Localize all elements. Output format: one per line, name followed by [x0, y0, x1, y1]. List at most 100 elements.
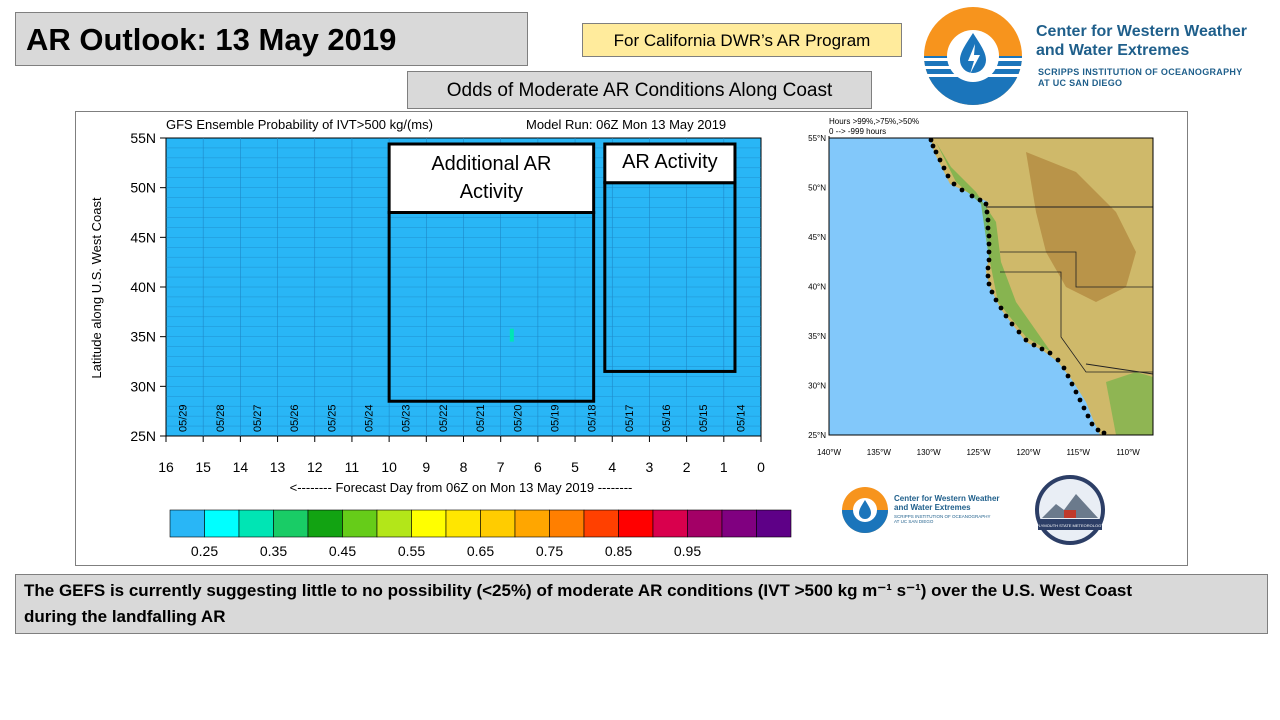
annotation-label: Activity [460, 181, 523, 203]
map-lat-label: 35°N [808, 332, 826, 341]
map-lat-label: 40°N [808, 283, 826, 292]
colorbar-swatch [273, 509, 309, 538]
summary-text: The GEFS is currently suggesting little … [15, 574, 1268, 634]
colorbar-swatch [376, 509, 412, 538]
x-tick-label: 16 [158, 459, 174, 475]
y-tick-label: 50N [130, 180, 156, 196]
summary-line1: The GEFS is currently suggesting little … [24, 581, 1133, 600]
colorbar-label: 0.35 [260, 543, 287, 559]
date-label: 05/21 [475, 404, 487, 432]
colorbar-swatch [756, 509, 792, 538]
colorbar-label: 0.95 [674, 543, 701, 559]
date-label: 05/27 [252, 404, 264, 432]
colorbar-swatch [411, 509, 447, 538]
date-label: 05/26 [289, 404, 301, 432]
org-name-line2: and Water Extremes [1036, 42, 1190, 59]
map-lat-label: 45°N [808, 233, 826, 242]
coast-point [986, 249, 992, 255]
org-name: Center for Western Weather and Water Ext… [1036, 22, 1247, 60]
coast-point [969, 193, 975, 199]
org-name-line1: Center for Western Weather [1036, 23, 1248, 40]
org-sub-line1: SCRIPPS INSTITUTION OF OCEANOGRAPHY [1038, 67, 1243, 77]
map-lon-label: 130°W [917, 448, 942, 457]
coast-point [986, 257, 992, 263]
colorbar-swatch [652, 509, 688, 538]
date-label: 05/17 [624, 404, 636, 432]
x-tick-label: 5 [571, 459, 579, 475]
colorbar-swatch [342, 509, 378, 538]
coast-point [1081, 405, 1087, 411]
annotation-label-box [387, 142, 596, 214]
x-tick-label: 6 [534, 459, 542, 475]
anomaly-layer [509, 328, 514, 342]
colorbar: 0.25 0.35 0.45 0.55 0.65 0.75 0.85 0.95 [169, 509, 792, 559]
map-lat-label: 25°N [808, 431, 826, 440]
coast-point [985, 265, 991, 271]
date-label: 05/25 [326, 404, 338, 432]
map-lon-labels: 140°W 135°W 130°W 125°W 120°W 115°W 110°W [817, 448, 1140, 457]
date-label: 05/29 [178, 404, 190, 432]
colorbar-label: 0.85 [605, 543, 632, 559]
probability-chart: GFS Ensemble Probability of IVT>500 kg/(… [89, 117, 1154, 559]
x-tick-label: 7 [497, 459, 505, 475]
colorbar-label: 0.45 [329, 543, 356, 559]
y-tick-label: 45N [130, 229, 156, 245]
small-org-name-2: and Water Extremes [894, 503, 971, 512]
map-lon-label: 135°W [867, 448, 892, 457]
probability-cell [509, 328, 514, 342]
x-tick-label: 10 [381, 459, 397, 475]
coast-point [983, 201, 989, 207]
chart-title: GFS Ensemble Probability of IVT>500 kg/(… [166, 117, 433, 132]
y-tick-label: 25N [130, 428, 156, 444]
map-lat-label: 55°N [808, 134, 826, 143]
y-tick-label: 30N [130, 378, 156, 394]
map-highlands [1026, 152, 1136, 302]
map-state-lines-2 [1000, 271, 1153, 373]
coast-point [984, 209, 990, 215]
coast-point [985, 273, 991, 279]
y-tick-label: 55N [130, 130, 156, 146]
y-tick-label: 35N [130, 329, 156, 345]
coast-point [1077, 397, 1083, 403]
colorbar-swatch [169, 509, 205, 538]
coast-point [1023, 337, 1029, 343]
date-label: 05/24 [364, 404, 376, 432]
coast-point [959, 187, 965, 193]
colorbar-swatch [445, 509, 481, 538]
coast-point [951, 181, 957, 187]
date-label: 05/16 [661, 404, 673, 432]
coast-point [1047, 350, 1053, 356]
annotation-label-box [603, 142, 737, 185]
x-tick-label: 12 [307, 459, 323, 475]
date-label: 05/23 [401, 404, 413, 432]
colorbar-swatch [480, 509, 516, 538]
date-label: 05/19 [549, 404, 561, 432]
colorbar-swatch [238, 509, 274, 538]
x-tick-label: 0 [757, 459, 765, 475]
map-lon-label: 140°W [817, 448, 842, 457]
map-lon-label: 110°W [1116, 448, 1140, 457]
cw3e-logo-icon [924, 7, 1022, 105]
map-lat-labels: 55°N 50°N 45°N 40°N 35°N 30°N 25°N [808, 134, 826, 440]
x-tick-label: 13 [270, 459, 286, 475]
west-coast-map: Hours >99%,>75%,>50% 0 --> -999 hours 55… [808, 117, 1154, 457]
chart-subtitle: Odds of Moderate AR Conditions Along Coa… [407, 71, 872, 109]
coast-point [945, 173, 951, 179]
coast-point [1101, 430, 1107, 436]
date-label: 05/14 [735, 404, 747, 432]
map-lon-label: 125°W [966, 448, 991, 457]
colorbar-swatch [514, 509, 550, 538]
colorbar-swatch [721, 509, 757, 538]
colorbar-swatch [549, 509, 585, 538]
figure-panel: GFS Ensemble Probability of IVT>500 kg/(… [75, 111, 1188, 566]
y-tick-label: 40N [130, 279, 156, 295]
coast-point [1073, 389, 1079, 395]
coast-point [1031, 342, 1037, 348]
date-label: 05/20 [512, 404, 524, 432]
date-label: 05/28 [215, 404, 227, 432]
map-legend-line1: Hours >99%,>75%,>50% [829, 117, 919, 126]
coast-point [1039, 346, 1045, 352]
coast-point [986, 241, 992, 247]
coast-point [1016, 329, 1022, 335]
colorbar-label: 0.55 [398, 543, 425, 559]
